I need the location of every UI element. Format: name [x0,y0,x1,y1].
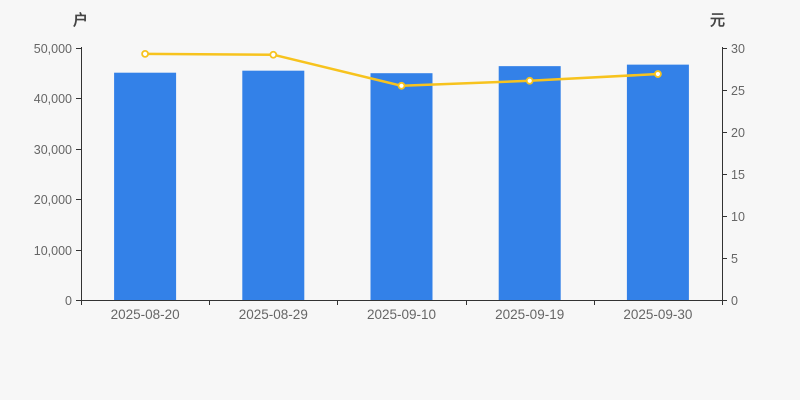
x-axis-category-label: 2025-09-19 [495,307,564,322]
left-axis-unit-label: 户 [73,12,89,29]
right-axis-unit-label: 元 [710,12,726,29]
y-axis-left-tick-label: 30,000 [34,143,72,157]
y-axis-left-tick-label: 50,000 [34,42,72,56]
line-point-2025-09-19[interactable] [525,76,534,85]
y-axis-left-tick-label: 40,000 [34,92,72,106]
line-point-2025-08-20[interactable] [141,49,150,58]
y-axis-right-tick-label: 15 [731,168,745,182]
bar-2025-09-19[interactable] [498,66,561,300]
y-axis-left-tick-label: 0 [65,294,72,308]
y-axis-right-tick-label: 0 [731,294,738,308]
y-axis-right-tick-label: 20 [731,126,745,140]
line-point-2025-09-10[interactable] [397,81,406,90]
y-axis-left-tick-label: 20,000 [34,193,72,207]
y-axis-right-tick-label: 5 [731,252,738,266]
line-point-2025-08-29[interactable] [269,50,278,59]
bar-2025-08-20[interactable] [114,72,177,300]
line-point-2025-09-30[interactable] [654,70,662,78]
bar-2025-09-30[interactable] [626,64,689,301]
bar-2025-09-10[interactable] [370,73,433,300]
bar-2025-08-29[interactable] [242,70,305,301]
y-axis-right-tick-label: 30 [731,42,745,56]
y-axis-right-tick-label: 25 [731,84,745,98]
y-axis-right-tick-label: 10 [731,210,745,224]
x-axis-category-label: 2025-08-20 [111,307,180,322]
x-axis-category-label: 2025-09-30 [623,307,692,322]
y-axis-left-tick-label: 10,000 [34,244,72,258]
x-axis-category-label: 2025-08-29 [239,307,308,322]
x-axis-category-label: 2025-09-10 [367,307,436,322]
